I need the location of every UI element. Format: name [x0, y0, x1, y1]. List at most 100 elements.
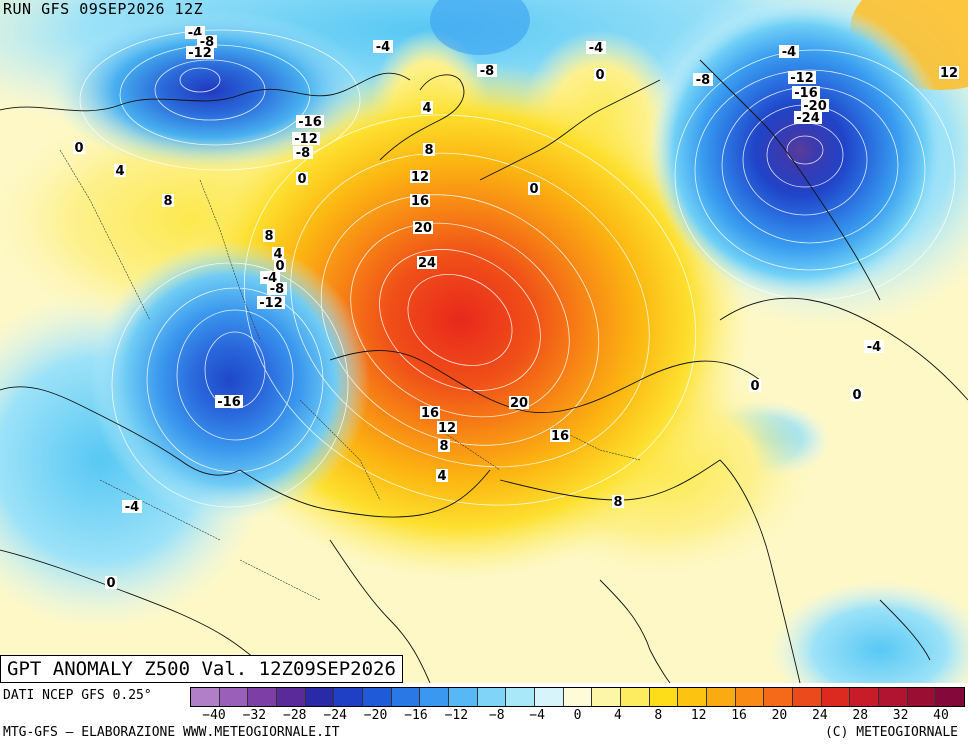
color-scale-cell — [879, 688, 908, 706]
contour-label-box — [260, 271, 280, 284]
contour-label-box — [186, 46, 214, 59]
north-blue-patch — [430, 0, 530, 55]
run-label: RUN GFS 09SEP2026 12Z — [3, 0, 204, 18]
color-scale-cell — [477, 688, 507, 706]
contour-label-text: 24 — [418, 256, 436, 271]
contour-label: -8 — [267, 282, 287, 297]
contour-label-text: -12 — [790, 71, 814, 86]
anomaly-map-canvas: -4-8-12 -4-8-40 -8-4-12-16-20-241204-16-12… — [0, 0, 968, 683]
contour-label: 12 — [437, 421, 457, 436]
data-source: DATI NCEP GFS 0.25° — [3, 688, 152, 703]
contour-label: 24 — [417, 256, 437, 271]
color-scale-label: −12 — [444, 708, 469, 723]
contour-label-box — [749, 379, 761, 392]
contour-label-box — [528, 182, 540, 195]
contour-label: 0 — [73, 141, 85, 156]
contour-label-text: -24 — [796, 111, 820, 126]
contour-label-box — [586, 41, 606, 54]
contour-label-text: -4 — [782, 45, 796, 60]
contour-label-box — [122, 500, 142, 513]
contour-label-box — [263, 229, 275, 242]
color-scale-cell — [707, 688, 736, 706]
color-scale-cell — [850, 688, 880, 706]
contour-label-text: -12 — [188, 46, 212, 61]
contour-label: 16 — [420, 406, 440, 421]
contour-label-box — [267, 282, 287, 295]
color-scale-cell — [334, 688, 364, 706]
contour-label-box — [939, 66, 959, 79]
contour-label-text: 8 — [424, 143, 433, 158]
color-scale-label: −32 — [242, 708, 267, 723]
contour-label: 16 — [550, 429, 570, 444]
contour-label: 4 — [436, 469, 448, 484]
contour-label: 20 — [413, 221, 433, 236]
anomaly-map: -4 -8 -12 -4 -8 -4 0 -8 -4 -12 -16 -20 -24 12 0 4 -16 -12… — [0, 0, 968, 683]
contour-label-text: -8 — [296, 146, 310, 161]
contour-label-text: 4 — [115, 164, 124, 179]
color-scale-cell — [535, 688, 564, 706]
contour-label-box — [477, 64, 497, 77]
contour-label: -20 — [801, 99, 829, 114]
contour-label-box — [410, 170, 430, 183]
color-scale-label: 4 — [613, 708, 622, 723]
color-scale-cell — [764, 688, 794, 706]
contour-label: -4 — [864, 340, 884, 355]
contour-label: -4 — [586, 41, 606, 56]
contour-label-text: 0 — [297, 172, 306, 187]
contour-label-box — [296, 172, 308, 185]
west-negative-anomaly — [90, 240, 370, 520]
contour-label-text: 0 — [852, 388, 861, 403]
copyright-text: (C) METEOGIORNALE — [824, 725, 958, 740]
contour-label: 0 — [749, 379, 761, 394]
color-scale-label: −28 — [283, 708, 307, 723]
contour-label: 0 — [594, 68, 606, 83]
contour-label-text: -16 — [298, 115, 322, 130]
contour-label: -16 — [792, 86, 820, 101]
contour-label: 0 — [274, 259, 286, 274]
contour-label-text: 20 — [414, 221, 432, 236]
contour-label-text: 20 — [510, 396, 528, 411]
contour-label-box — [410, 194, 430, 207]
contour-label-text: 8 — [264, 229, 273, 244]
contour-label-text: -8 — [480, 64, 494, 79]
contour-label: 0 — [528, 182, 540, 197]
contour-label-box — [421, 101, 433, 114]
color-scale-cell — [305, 688, 335, 706]
contour-label: -4 — [373, 40, 393, 55]
color-scale-label: 12 — [690, 708, 707, 723]
borders — [59, 149, 641, 601]
color-scale-label: −24 — [323, 708, 347, 723]
contour-label: -12 — [292, 132, 320, 147]
contour-label-text: -8 — [270, 282, 284, 297]
footer: DATI NCEP GFS 0.25° −40 −32 −28 −24 −20 −16 −1… — [0, 683, 968, 745]
contour-label-box — [436, 469, 448, 482]
contour-label-box — [864, 340, 884, 353]
contour-label: 12 — [939, 66, 959, 81]
contour-label-box — [257, 296, 285, 309]
contour-label: -12 — [186, 46, 214, 61]
contour-label-box — [437, 421, 457, 434]
contour-label-box — [373, 40, 393, 53]
color-scale — [190, 687, 965, 707]
contour-label: 12 — [410, 170, 430, 185]
east-negative-anomaly — [650, 0, 950, 300]
contour-label-text: -4 — [125, 500, 139, 515]
color-scale-cell — [391, 688, 421, 706]
contour-label-text: -16 — [794, 86, 818, 101]
contour-label-text: 8 — [613, 495, 622, 510]
contour-label: 16 — [410, 194, 430, 209]
contour-label-box — [594, 68, 606, 81]
contour-label-text: 16 — [551, 429, 569, 444]
color-scale-cell — [821, 688, 851, 706]
contour-label-box — [779, 45, 799, 58]
contour-label-box — [417, 256, 437, 269]
contour-label-text: -16 — [217, 395, 241, 410]
color-scale-label: 32 — [892, 708, 909, 723]
contour-label-box — [423, 143, 435, 156]
contour-label-text: -4 — [867, 340, 881, 355]
southeast-cyan-area — [770, 580, 968, 683]
color-scale-cell — [449, 688, 478, 706]
contour-label: -16 — [215, 395, 243, 410]
color-scale-label: 28 — [852, 708, 869, 723]
contour-label-box — [162, 194, 174, 207]
